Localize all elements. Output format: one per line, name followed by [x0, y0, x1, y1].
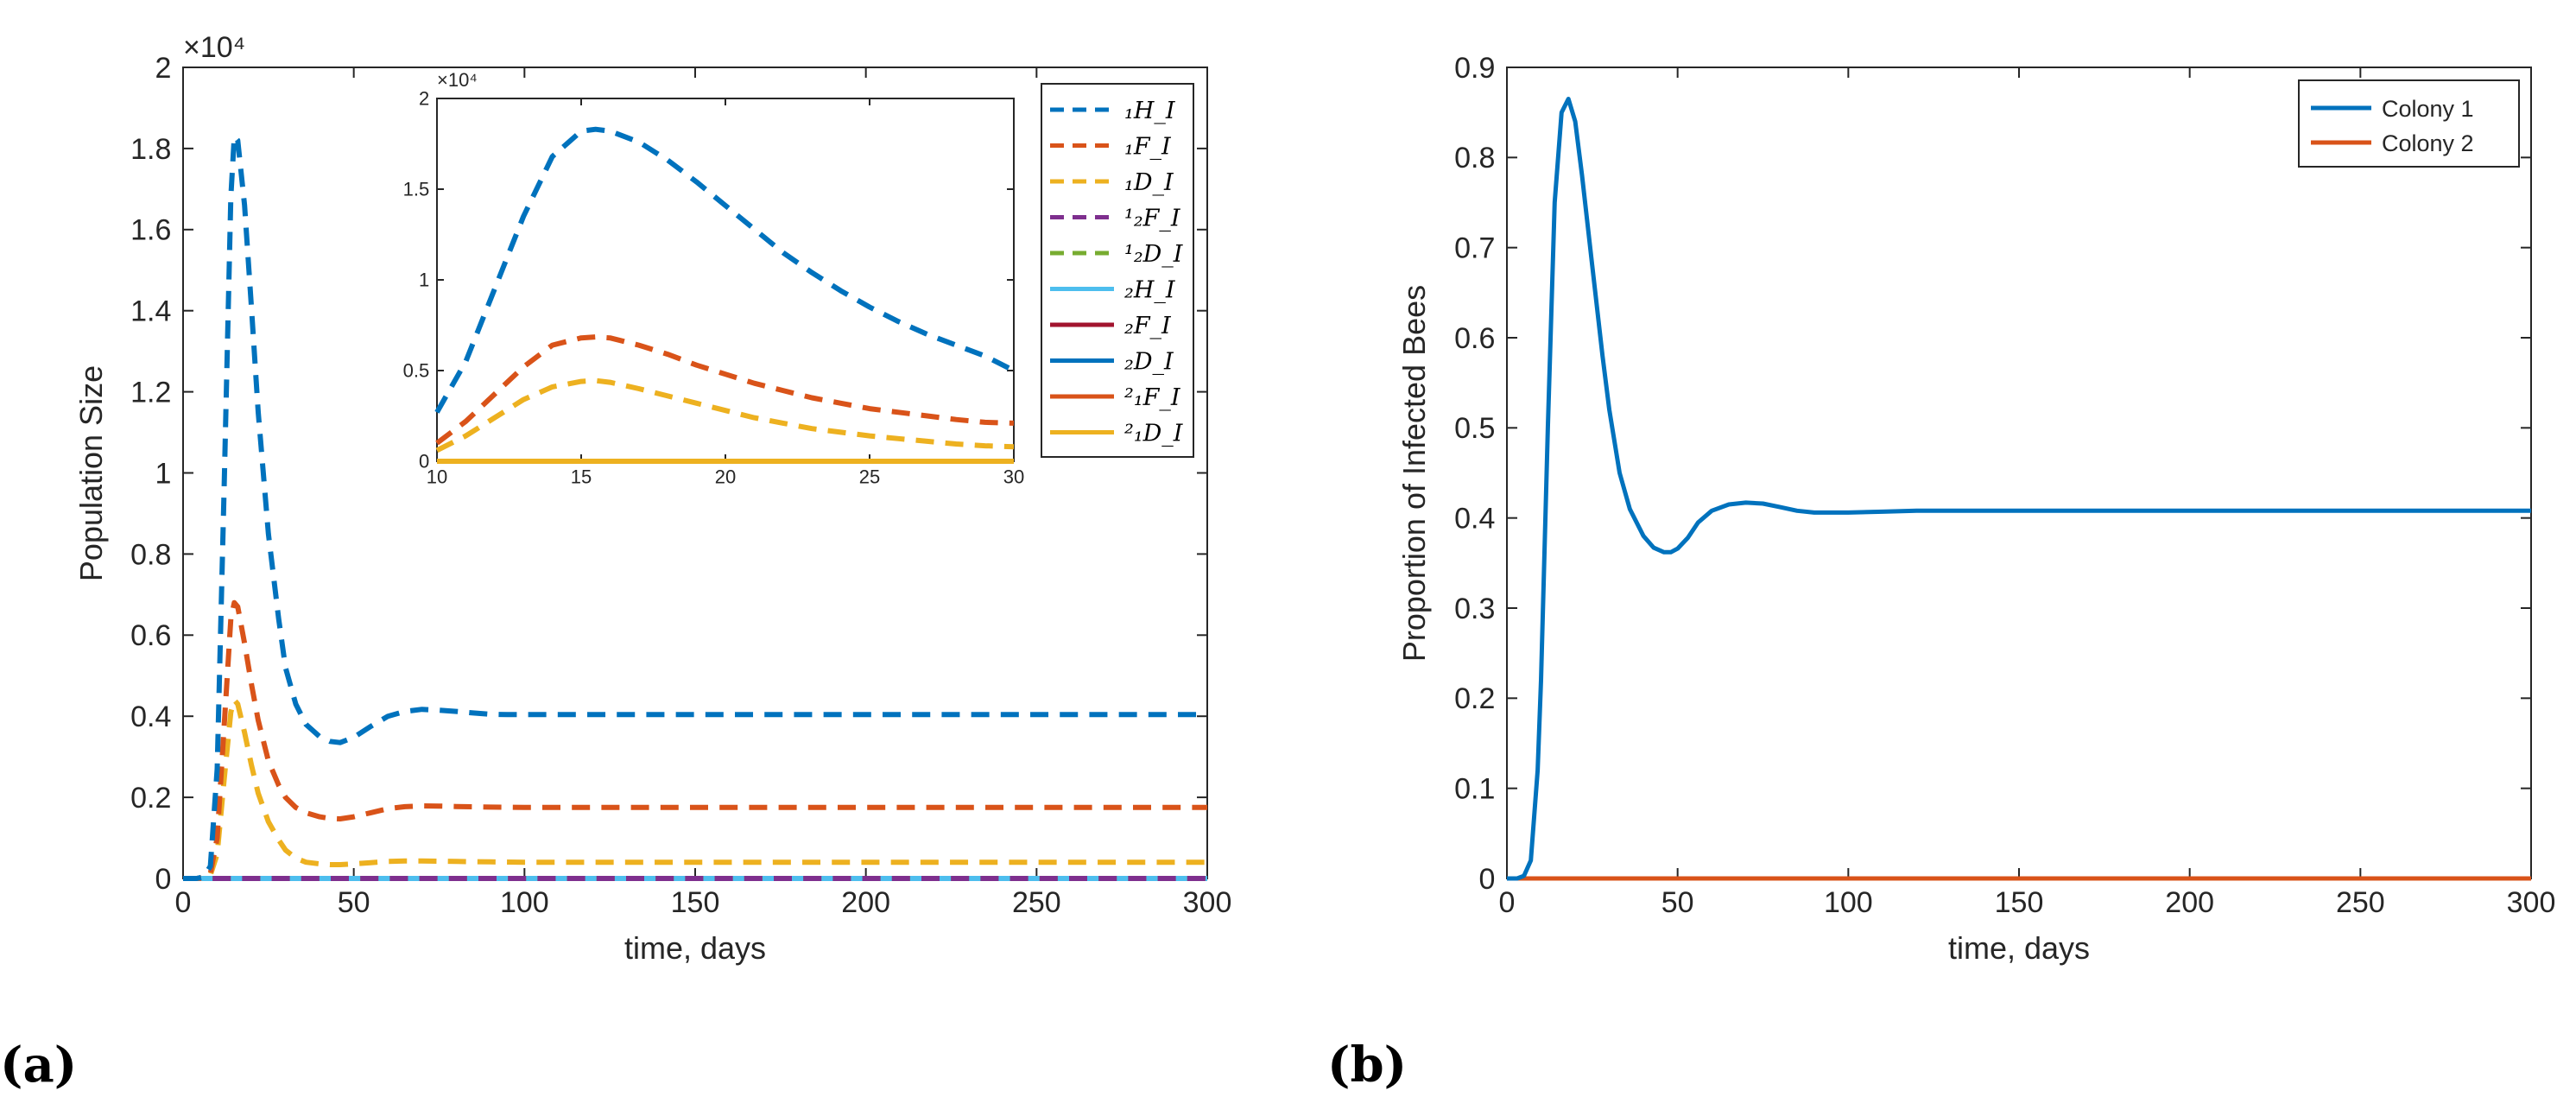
chart-a-ytick-label: 0.8 [130, 538, 171, 571]
chart-b-xlabel: time, days [1948, 930, 2090, 966]
chart-b-ytick-label: 0.5 [1454, 412, 1495, 445]
chart-a-legend-label: ²₁F_I [1124, 384, 1181, 411]
chart-a: 0 50 100 150 200 250 30000.20.40.60.811.21.41.… [0, 31, 1231, 1094]
chart-b-xtick-label: 250 [2336, 886, 2385, 919]
chart-b-ytick-label: 0.9 [1454, 52, 1495, 85]
chart-b-ytick-label: 0.4 [1454, 503, 1495, 536]
chart-a-legend-label: ₁F_I [1124, 134, 1172, 161]
chart-b-legend-label: Colony 2 [2382, 130, 2474, 156]
chart-b-ytick-label: 0.7 [1454, 232, 1495, 265]
chart-a-inset-xtick-label: 20 [715, 466, 736, 487]
chart-a-legend-label: ²₁D_I [1124, 421, 1184, 447]
chart-a-ytick-label: 1.4 [130, 295, 171, 328]
chart-a-legend-label: ₂F_I [1124, 313, 1172, 339]
chart-a-legend-label: ₂H_I [1124, 277, 1176, 304]
chart-a-inset-ytick-label: 2 [419, 88, 429, 110]
chart-a-ytick-label: 1.6 [130, 214, 171, 247]
chart-a-series-line [183, 697, 1207, 881]
chart-a-inset-plot-area [436, 98, 1015, 462]
chart-b-xtick-label: 200 [2165, 886, 2214, 919]
chart-a-legend-label: ¹₂F_I [1124, 206, 1181, 232]
chart-b-ytick-label: 0.1 [1454, 773, 1495, 806]
chart-a-inset-ytick-label: 0 [419, 451, 429, 472]
chart-a-ytick-label: 0.2 [130, 782, 171, 815]
chart-a-xtick-label: 0 [175, 886, 192, 919]
chart-b-xtick-label: 150 [1995, 886, 2044, 919]
chart-b-legend-box [2298, 79, 2520, 168]
chart-b-plot-area [1506, 67, 2532, 879]
chart-b: 0 50 100 150 200 250 300 0 0.1 0.2 0.3 0.4 0.5 0.6 0.7… [1327, 52, 2555, 1094]
chart-a-inset-xtick-label: 25 [859, 466, 880, 487]
chart-a-series-line [183, 599, 1207, 881]
chart-b-legend: Colony 1 Colony 2 [2298, 79, 2520, 168]
chart-b-ytick-label: 0.6 [1454, 322, 1495, 355]
chart-b-ytick-label: 0 [1478, 863, 1495, 896]
chart-b-xtick-label: 0 [1499, 886, 1516, 919]
chart-a-ytick-label: 0.4 [130, 701, 171, 733]
chart-a-ytick-label: 0 [155, 863, 171, 896]
chart-a-inset-xtick-label: 15 [571, 466, 592, 487]
chart-a-xtick-label: 300 [1183, 886, 1232, 919]
chart-a-xtick-label: 200 [841, 886, 890, 919]
chart-a-xtick-label: 100 [500, 886, 549, 919]
chart-b-series-group [1507, 97, 2531, 881]
chart-a-exponent-label: ×10⁴ [183, 31, 245, 64]
chart-a-inset-ytick-label: 1 [419, 269, 429, 291]
chart-a-inset-exponent-label: ×10⁴ [437, 69, 478, 91]
chart-a-inset-xtick-label: 30 [1003, 466, 1024, 487]
chart-a-inset: 10 15 20 25 30 0 0.5 1 1.5 2 ×10⁴ [403, 69, 1025, 487]
chart-a-xlabel: time, days [624, 930, 766, 966]
chart-a-ylabel: Population Size [73, 365, 109, 581]
chart-b-xtick-label: 50 [1661, 886, 1694, 919]
chart-a-series-line [183, 133, 1207, 881]
chart-a-xtick-label: 50 [338, 886, 370, 919]
chart-a-xtick-label: 250 [1012, 886, 1061, 919]
chart-a-ytick-label: 1.2 [130, 377, 171, 409]
chart-b-series-line [1507, 97, 2531, 881]
panel-label-b: (b) [1327, 1037, 1407, 1094]
chart-a-legend: ₁H_I ₁F_I ₁D_I ¹₂F_I ¹₂D_I ₂H_I ₂F_I ₂D_I ²₁F_I ²… [1041, 83, 1194, 458]
chart-a-ytick-label: 2 [155, 52, 171, 85]
chart-a-xtick-label: 150 [671, 886, 720, 919]
chart-a-inset-series-line [434, 126, 1016, 414]
chart-a-inset-tick-labels: 10 15 20 25 30 0 0.5 1 1.5 2 [403, 88, 1025, 488]
chart-a-legend-label: ₁D_I [1124, 169, 1174, 196]
chart-a-inset-series-group [434, 126, 1016, 464]
chart-b-xtick-label: 300 [2507, 886, 2556, 919]
chart-a-ytick-label: 1 [155, 457, 171, 490]
chart-b-ytick-label: 0.3 [1454, 593, 1495, 625]
chart-a-inset-xtick-label: 10 [427, 466, 447, 487]
chart-b-ylabel: Proportion of Infected Bees [1396, 285, 1432, 662]
chart-a-ytick-label: 0.6 [130, 619, 171, 652]
chart-b-tick-labels: 0 50 100 150 200 250 300 0 0.1 0.2 0.3 0.4 0.5 0.6 0.7… [1454, 52, 2555, 919]
chart-a-legend-label: ¹₂D_I [1124, 241, 1184, 268]
chart-a-series-group [183, 133, 1207, 881]
chart-b-xtick-label: 100 [1824, 886, 1873, 919]
chart-b-ytick-label: 0.8 [1454, 142, 1495, 174]
panel-label-a: (a) [0, 1037, 77, 1094]
chart-a-ytick-label: 1.8 [130, 133, 171, 166]
chart-a-legend-label: ₁H_I [1124, 98, 1176, 124]
chart-b-ytick-label: 0.2 [1454, 682, 1495, 715]
chart-a-tick-labels: 0 50 100 150 200 250 30000.20.40.60.811.21.41.… [130, 52, 1231, 919]
chart-a-legend-label: ₂D_I [1124, 349, 1174, 376]
chart-b-legend-label: Colony 1 [2382, 96, 2474, 122]
chart-a-inset-series-line [435, 334, 1015, 446]
chart-a-inset-ytick-label: 1.5 [403, 179, 430, 200]
chart-b-ticks [1506, 67, 2532, 879]
chart-a-inset-ytick-label: 0.5 [403, 360, 430, 382]
